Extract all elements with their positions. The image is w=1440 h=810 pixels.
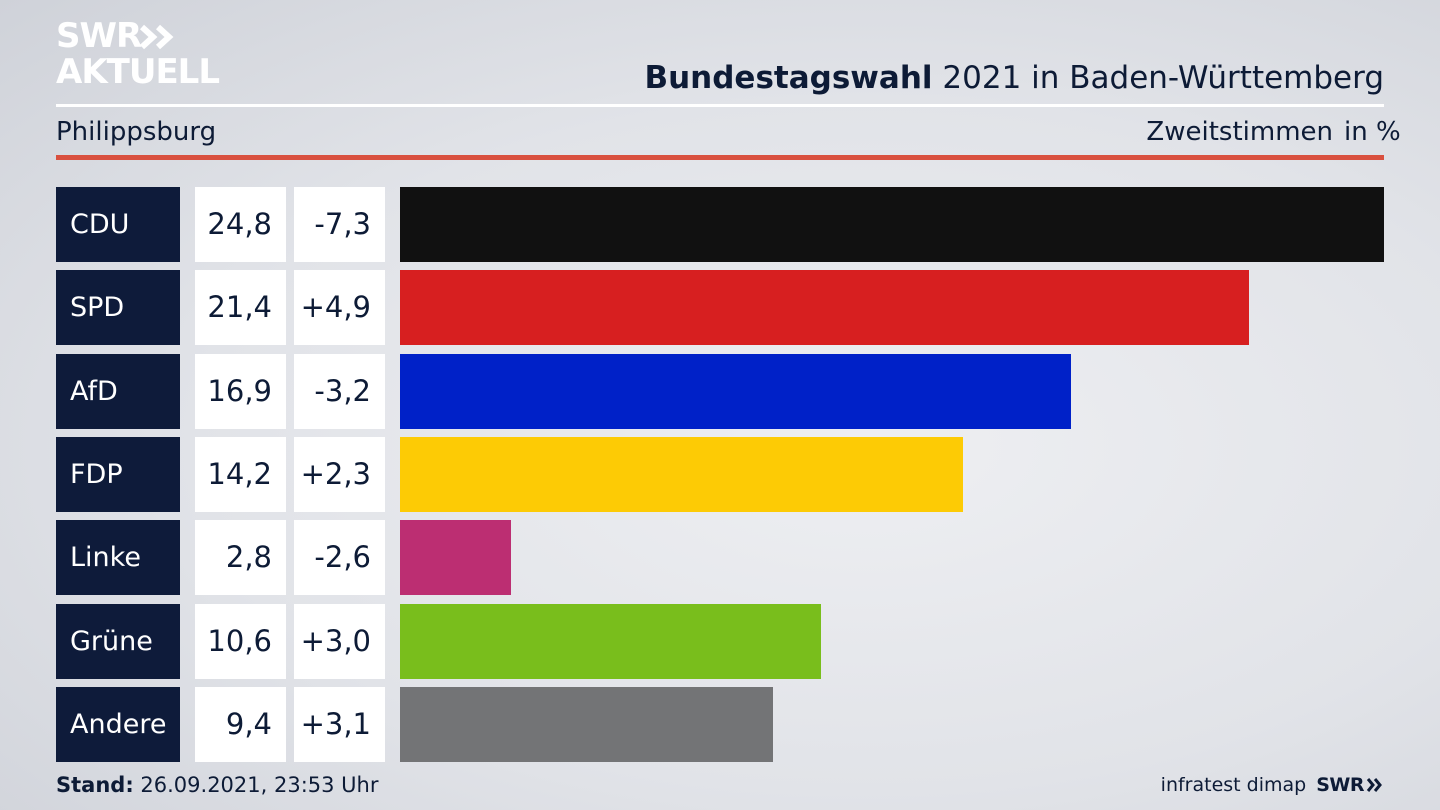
bar-fdp xyxy=(400,437,963,512)
double-chevron-icon xyxy=(1366,778,1382,792)
vote-share-value: 9,4 xyxy=(195,687,286,762)
chart-row: SPD 21,4 +4,9 xyxy=(0,270,1440,345)
double-chevron-icon xyxy=(139,24,174,50)
stand-value: 26.09.2021, 23:53 Uhr xyxy=(133,773,379,797)
party-label: Grüne xyxy=(56,604,180,679)
party-label: Linke xyxy=(56,520,180,595)
party-label: Andere xyxy=(56,687,180,762)
vote-share-value: 10,6 xyxy=(195,604,286,679)
bar-linke xyxy=(400,520,511,595)
change-value: +2,3 xyxy=(294,437,385,512)
logo-line-aktuell: AKTUELL xyxy=(56,52,220,92)
chart-row: Andere 9,4 +3,1 xyxy=(0,687,1440,762)
header-divider xyxy=(56,104,1384,107)
chart-row: FDP 14,2 +2,3 xyxy=(0,437,1440,512)
change-value: -2,6 xyxy=(294,520,385,595)
timestamp: Stand: 26.09.2021, 23:53 Uhr xyxy=(56,770,379,800)
change-value: +3,1 xyxy=(294,687,385,762)
title-bold: Bundestagswahl xyxy=(644,60,933,96)
party-label: CDU xyxy=(56,187,180,262)
unit-label: in % xyxy=(1344,117,1401,147)
location-label: Philippsburg xyxy=(56,117,217,147)
party-label: AfD xyxy=(56,354,180,429)
chart-row: Linke 2,8 -2,6 xyxy=(0,520,1440,595)
chart-row: AfD 16,9 -3,2 xyxy=(0,354,1440,429)
chart-row: Grüne 10,6 +3,0 xyxy=(0,604,1440,679)
vote-share-value: 2,8 xyxy=(195,520,286,595)
accent-divider xyxy=(56,155,1384,160)
bar-andere xyxy=(400,687,773,762)
change-value: -3,2 xyxy=(294,354,385,429)
bar-spd xyxy=(400,270,1249,345)
brand-label: SWR xyxy=(1316,774,1364,796)
chart-row: CDU 24,8 -7,3 xyxy=(0,187,1440,262)
bar-afd xyxy=(400,354,1071,429)
source-credit: infratest dimap SWR xyxy=(1161,770,1384,800)
page-title: Bundestagswahl 2021 in Baden-Württemberg xyxy=(644,58,1384,98)
stand-label: Stand: xyxy=(56,773,134,797)
bar-grne xyxy=(400,604,821,679)
bar-cdu xyxy=(400,187,1384,262)
logo-line-swr: SWR xyxy=(56,16,142,56)
change-value: +3,0 xyxy=(294,604,385,679)
party-label: FDP xyxy=(56,437,180,512)
change-value: -7,3 xyxy=(294,187,385,262)
change-value: +4,9 xyxy=(294,270,385,345)
title-rest: 2021 in Baden-Württemberg xyxy=(932,60,1384,96)
vote-share-value: 24,8 xyxy=(195,187,286,262)
vote-share-value: 16,9 xyxy=(195,354,286,429)
party-label: SPD xyxy=(56,270,180,345)
source-label: infratest dimap xyxy=(1160,774,1307,796)
measure-label: Zweitstimmen xyxy=(1146,117,1333,147)
swr-aktuell-logo: SWR AKTUELL xyxy=(56,18,226,90)
vote-share-value: 21,4 xyxy=(195,270,286,345)
vote-share-value: 14,2 xyxy=(195,437,286,512)
